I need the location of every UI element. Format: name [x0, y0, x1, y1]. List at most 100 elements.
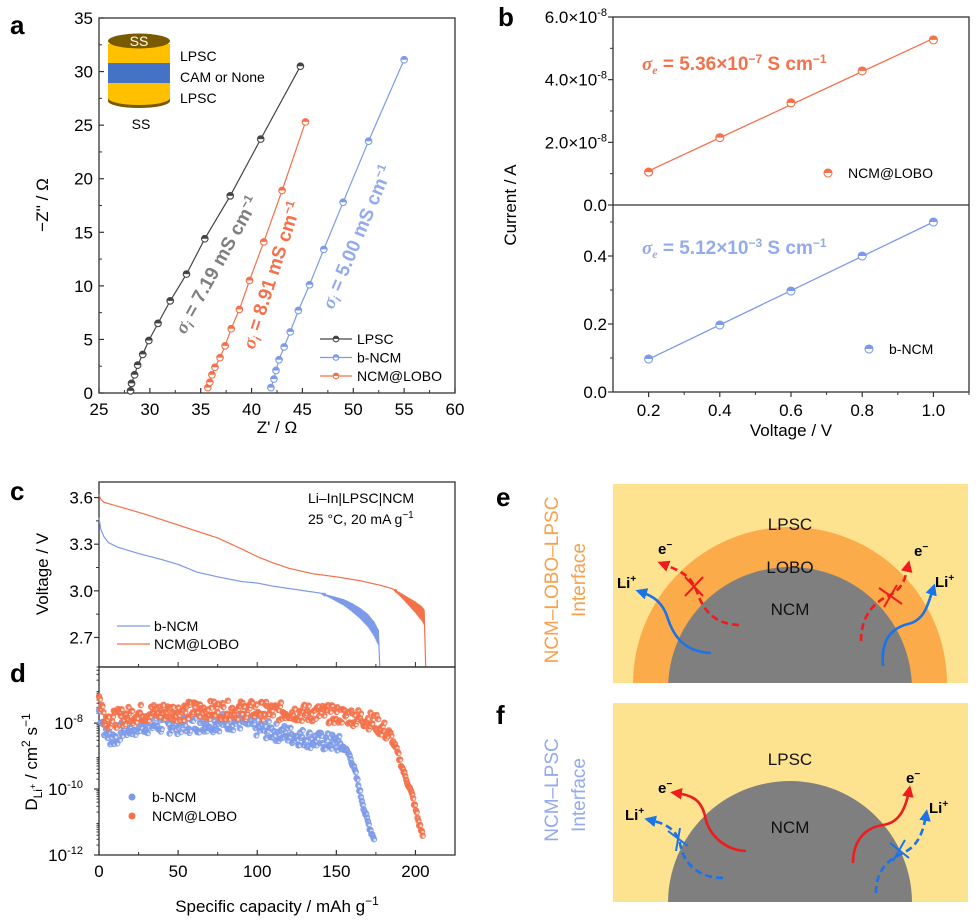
- data-point: [305, 280, 314, 289]
- data-point: [319, 245, 328, 254]
- y-tick-label: 35: [74, 9, 93, 28]
- plot-c-note-condition: 25 °C, 20 mA g−1: [308, 510, 414, 527]
- plot-a-ticks: 25 30 35 40 45 50 55 60 0 5 10 15 20 25 30 35: [74, 9, 464, 419]
- legend-label: LPSC: [357, 331, 394, 347]
- x-tick-label: 50: [169, 862, 188, 881]
- x-tick-label: 40: [242, 400, 261, 419]
- plot-c-ylabel: Voltage / V: [33, 532, 52, 615]
- x-tick-label: 200: [401, 862, 429, 881]
- lobo-label: LOBO: [766, 558, 813, 577]
- data-point: [96, 695, 104, 703]
- panel-f: f NCM–LPSC Interface LPSC NCM e− Li+ e− …: [496, 700, 968, 902]
- data-point: [355, 782, 362, 789]
- data-point: [338, 719, 345, 726]
- legend-label: b-NCM: [154, 618, 198, 634]
- y-tick-label: 0.0: [583, 196, 607, 215]
- data-point: [100, 708, 107, 716]
- legend-marker: [128, 812, 136, 820]
- legend-label: NCM@LOBO: [154, 636, 239, 652]
- y-tick-label: 15: [74, 223, 93, 242]
- data-point: [227, 324, 236, 333]
- schematic-f: LPSC NCM e− Li+ e− Li+: [613, 703, 968, 902]
- data-point: [253, 732, 260, 739]
- data-point: [381, 719, 388, 726]
- data-point: [236, 725, 244, 732]
- electron-label-left: e−: [658, 540, 672, 558]
- x-tick-label: 30: [140, 400, 159, 419]
- legend-label: b-NCM: [889, 341, 933, 357]
- y-tick-label: 0.0: [583, 383, 607, 402]
- li-ion-path-arrow-right: [881, 583, 937, 667]
- data-point: [305, 702, 312, 709]
- li-ion-label-right: Li+: [929, 799, 948, 817]
- data-point: [857, 66, 867, 76]
- legend-marker: [332, 372, 340, 380]
- data-point: [154, 319, 162, 328]
- data-point: [715, 133, 725, 143]
- data-point: [644, 167, 654, 177]
- panel-label-b: b: [498, 2, 514, 32]
- panel-label-d: d: [10, 658, 26, 688]
- block-cross-icon: [878, 584, 903, 608]
- electron-path-arrow-right: [859, 560, 913, 642]
- x-tick-label: 0.8: [850, 401, 874, 420]
- data-point: [413, 809, 420, 816]
- y-tick-label: 20: [74, 170, 93, 189]
- ncm-label: NCM: [771, 600, 810, 619]
- y-tick-label: 10: [74, 277, 93, 296]
- data-point: [301, 118, 310, 126]
- inset-layer-2: CAM or None: [180, 69, 265, 85]
- series-line-b-NCM: [98, 517, 381, 668]
- data-point: [229, 726, 237, 734]
- panel-c: c 2.7 3.0 3.3 3.6 Voltage / V Li–In|LPSC|NC…: [10, 476, 456, 668]
- data-point: [416, 821, 424, 829]
- data-point: [786, 286, 796, 296]
- inset-top-label: SS: [130, 33, 149, 49]
- electron-label-left: e−: [658, 779, 672, 797]
- plot-d-legend: b-NCM NCM@LOBO: [128, 789, 237, 824]
- data-point: [245, 276, 254, 285]
- data-point: [280, 343, 288, 351]
- data-point: [216, 353, 224, 362]
- cylinder-cam-layer: [108, 63, 170, 83]
- panel-d: d 0 50 100 150 200 10-12 10-10 10-8 Specific ca…: [10, 658, 456, 916]
- legend-label: b-NCM: [357, 350, 401, 366]
- data-point: [419, 832, 426, 839]
- panel-label-a: a: [10, 10, 25, 40]
- data-point: [269, 712, 277, 719]
- data-point: [298, 717, 305, 724]
- li-ion-label-right: Li+: [935, 573, 954, 591]
- block-cross-icon: [667, 827, 689, 852]
- data-point: [215, 728, 223, 735]
- y-tick-label: 5: [84, 330, 93, 349]
- data-point: [234, 715, 241, 722]
- inset-layer-1: LPSC: [180, 48, 217, 64]
- data-point: [644, 354, 654, 364]
- data-point: [137, 701, 144, 709]
- lpsc-label: LPSC: [768, 515, 812, 534]
- panel-label-e: e: [496, 482, 510, 512]
- x-tick-label: 45: [293, 400, 312, 419]
- data-point: [356, 787, 364, 794]
- x-tick-label: 50: [344, 400, 363, 419]
- li-ion-path-arrow-right: [874, 809, 931, 894]
- y-tick-label: 10-10: [48, 779, 83, 799]
- y-tick-label: 2.7: [69, 628, 93, 647]
- electron-label-right: e−: [906, 769, 920, 787]
- y-tick-label: 4.0×10-8: [545, 70, 607, 90]
- data-point: [336, 732, 343, 740]
- data-point: [357, 710, 365, 717]
- y-tick-label: 10-12: [48, 845, 83, 865]
- cylinder-top-ss: [108, 33, 170, 49]
- data-point: [396, 756, 404, 763]
- y-tick-label: 3.0: [69, 582, 93, 601]
- cylinder-bottom-ss: [108, 98, 170, 108]
- panel-label-c: c: [10, 476, 24, 506]
- data-point: [395, 749, 402, 757]
- data-point: [370, 836, 378, 843]
- data-point: [182, 270, 191, 278]
- data-point: [200, 234, 209, 243]
- x-tick-label: 55: [395, 400, 414, 419]
- data-point: [928, 217, 938, 227]
- data-point: [786, 98, 796, 108]
